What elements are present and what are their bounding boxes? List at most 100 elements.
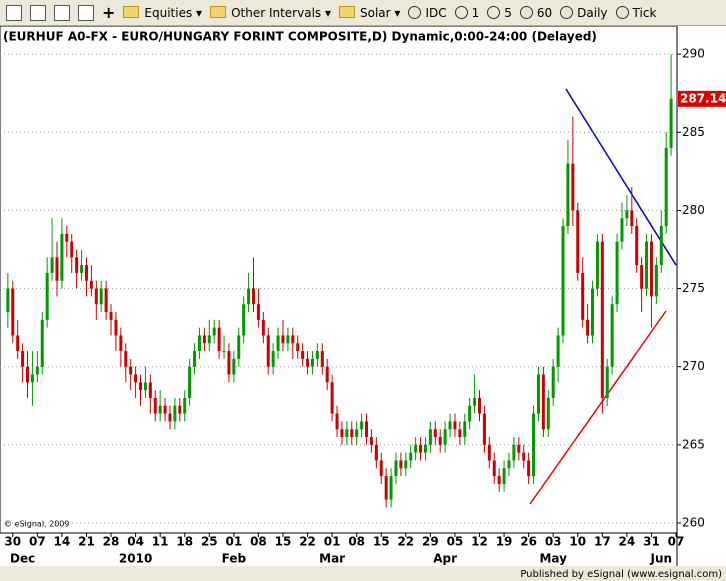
x-month-label: Feb (222, 552, 247, 566)
toolbar-menu[interactable]: Solar (339, 6, 400, 20)
candle-body (615, 241, 619, 305)
candle-body (369, 437, 373, 445)
candle-body (296, 343, 300, 352)
candle-body (70, 241, 74, 258)
candle-body (242, 304, 246, 336)
candle-body (11, 288, 15, 336)
candle-body (50, 257, 54, 273)
candle-body (399, 460, 403, 469)
candle-body (16, 335, 20, 352)
plot-area (0, 26, 678, 534)
toolbar-button[interactable]: Tick (616, 6, 657, 20)
y-tick-label: 275 (682, 281, 705, 295)
x-tick-label: 12 (471, 535, 488, 549)
candle-body (541, 374, 545, 430)
candle-body (134, 374, 138, 383)
candle-body (193, 351, 197, 367)
candle-body (536, 374, 540, 414)
last-price-box (678, 90, 726, 107)
candle-body (438, 437, 442, 445)
candle-body (473, 397, 477, 406)
toolbar-menu[interactable]: Equities (123, 6, 202, 20)
chart-title: (EURHUF A0-FX - EURO/HUNGARY FORINT COMP… (3, 30, 597, 44)
footer-bar (0, 566, 726, 581)
x-month-label: 2010 (119, 552, 152, 566)
x-tick-label: 11 (152, 535, 169, 549)
candle-body (527, 460, 531, 477)
candle-body (340, 429, 344, 438)
last-price-label: 287.14 (680, 91, 726, 105)
resistance-trendline (565, 88, 677, 266)
x-tick-label: 17 (594, 535, 611, 549)
candle-body (325, 366, 329, 383)
candle-body (664, 147, 668, 227)
candle-body (266, 335, 270, 367)
candle-body (139, 382, 143, 391)
candle-body (6, 288, 10, 313)
x-tick-label: 29 (422, 535, 439, 549)
x-tick-label: 19 (496, 535, 513, 549)
x-tick-label: 15 (275, 535, 292, 549)
y-tick-label: 270 (682, 359, 705, 373)
x-tick-label: 25 (201, 535, 218, 549)
toolbar-button[interactable]: 1 (455, 6, 480, 20)
x-tick-label: 07 (668, 535, 685, 549)
toolbar-icon[interactable] (6, 4, 22, 21)
candle-body (104, 288, 108, 313)
toolbar-button[interactable]: IDC (408, 6, 446, 20)
candle-body (669, 98, 673, 148)
candle-body (384, 476, 388, 500)
candle-body (183, 397, 187, 414)
candle-body (227, 351, 231, 375)
candle-body (94, 288, 98, 305)
candle-body (571, 163, 575, 211)
candle-body (256, 304, 260, 320)
candle-body (232, 358, 236, 375)
x-month-label: Jun (649, 552, 672, 566)
watermark: © eSignal, 2009 (4, 520, 69, 529)
toolbar-icon[interactable] (30, 4, 46, 21)
candle-body (247, 288, 251, 305)
candle-body (252, 288, 256, 305)
candle-body (443, 429, 447, 445)
candle-body (414, 444, 418, 453)
x-tick-label: 21 (78, 535, 95, 549)
candle-body (301, 351, 305, 359)
candle-body (114, 319, 118, 336)
candle-body (409, 452, 413, 461)
candle-body (65, 233, 69, 242)
candle-body (306, 358, 310, 367)
candle-body (330, 382, 334, 414)
candle-body (320, 351, 324, 367)
x-tick-label: 28 (103, 535, 120, 549)
candle-body (595, 241, 599, 289)
candle-body (507, 460, 511, 469)
candle-body (119, 335, 123, 352)
y-tick-label: 260 (682, 515, 705, 529)
toolbar-icon[interactable] (78, 4, 94, 21)
candle-body (492, 460, 496, 477)
candle-body (89, 280, 93, 289)
toolbar-button[interactable]: Daily (560, 6, 607, 20)
candle-body (389, 476, 393, 500)
toolbar-button[interactable]: 60 (520, 6, 552, 20)
candle-body (40, 319, 44, 367)
candle-body (109, 312, 113, 320)
candle-body (286, 335, 290, 344)
candle-body (188, 366, 192, 398)
toolbar-menu[interactable]: Other Intervals (210, 6, 331, 20)
candle-body (129, 366, 133, 375)
candle-body (561, 226, 565, 336)
add-icon[interactable]: + (102, 3, 116, 22)
x-tick-label: 01 (324, 535, 341, 549)
candle-body (75, 257, 79, 273)
candle-body (350, 429, 354, 438)
x-tick-label: 18 (176, 535, 193, 549)
candle-body (645, 241, 649, 289)
candle-body (635, 226, 639, 266)
toolbar-icon[interactable] (54, 4, 70, 21)
candle-body (586, 319, 590, 336)
toolbar-button[interactable]: 5 (487, 6, 512, 20)
candle-body (659, 226, 663, 266)
